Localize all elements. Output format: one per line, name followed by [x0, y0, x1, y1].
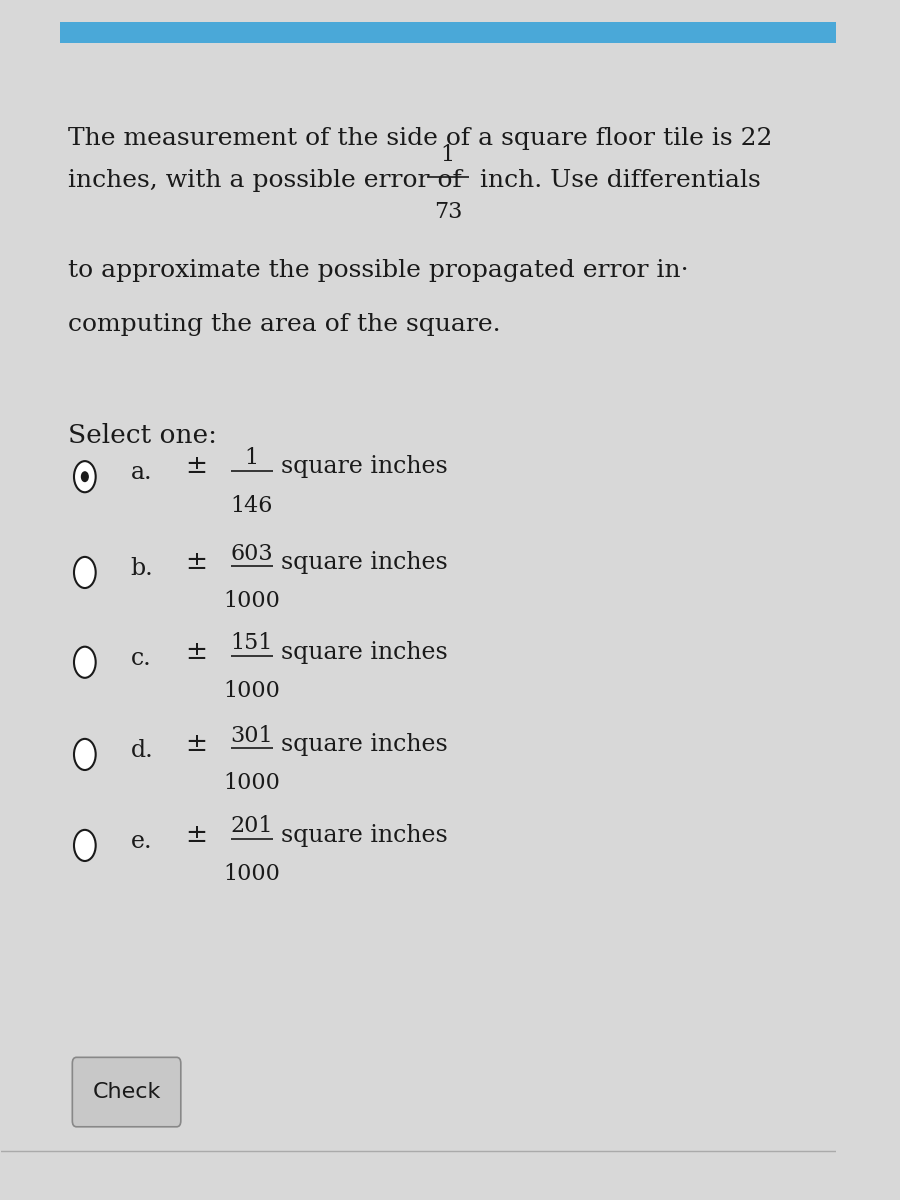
- Text: 1: 1: [245, 446, 259, 469]
- Text: ±: ±: [185, 731, 207, 756]
- Circle shape: [74, 830, 95, 860]
- Text: 151: 151: [230, 632, 273, 654]
- Text: square inches: square inches: [281, 733, 447, 756]
- Text: 146: 146: [230, 494, 273, 517]
- Text: 1000: 1000: [223, 773, 280, 794]
- Text: 301: 301: [230, 725, 273, 746]
- Text: ±: ±: [185, 822, 207, 847]
- Text: 1: 1: [441, 144, 454, 166]
- FancyBboxPatch shape: [59, 22, 836, 43]
- Circle shape: [74, 461, 95, 492]
- Text: to approximate the possible propagated error in·: to approximate the possible propagated e…: [68, 259, 688, 282]
- Text: computing the area of the square.: computing the area of the square.: [68, 313, 500, 336]
- Text: ±: ±: [185, 454, 207, 478]
- Circle shape: [74, 557, 95, 588]
- Text: square inches: square inches: [281, 551, 447, 574]
- Circle shape: [74, 647, 95, 678]
- Text: a.: a.: [130, 461, 152, 484]
- Text: d.: d.: [130, 739, 154, 762]
- FancyBboxPatch shape: [72, 1057, 181, 1127]
- Text: ±: ±: [185, 638, 207, 664]
- Text: 1000: 1000: [223, 863, 280, 886]
- Text: c.: c.: [130, 647, 151, 670]
- Text: inches, with a possible error of: inches, with a possible error of: [68, 169, 462, 192]
- Circle shape: [82, 472, 88, 481]
- Text: inch. Use differentials: inch. Use differentials: [480, 169, 760, 192]
- Text: 201: 201: [230, 816, 273, 838]
- Text: Check: Check: [93, 1082, 161, 1102]
- Text: 1000: 1000: [223, 590, 280, 612]
- Text: The measurement of the side of a square floor tile is 22: The measurement of the side of a square …: [68, 127, 772, 150]
- Text: Select one:: Select one:: [68, 422, 217, 448]
- Text: square inches: square inches: [281, 824, 447, 847]
- Text: square inches: square inches: [281, 455, 447, 478]
- Text: e.: e.: [130, 830, 152, 853]
- Text: ±: ±: [185, 548, 207, 574]
- Text: square inches: square inches: [281, 641, 447, 664]
- Text: b.: b.: [130, 557, 154, 580]
- Circle shape: [74, 739, 95, 770]
- Text: 603: 603: [230, 542, 273, 564]
- Text: 1000: 1000: [223, 680, 280, 702]
- Text: 73: 73: [434, 202, 462, 223]
